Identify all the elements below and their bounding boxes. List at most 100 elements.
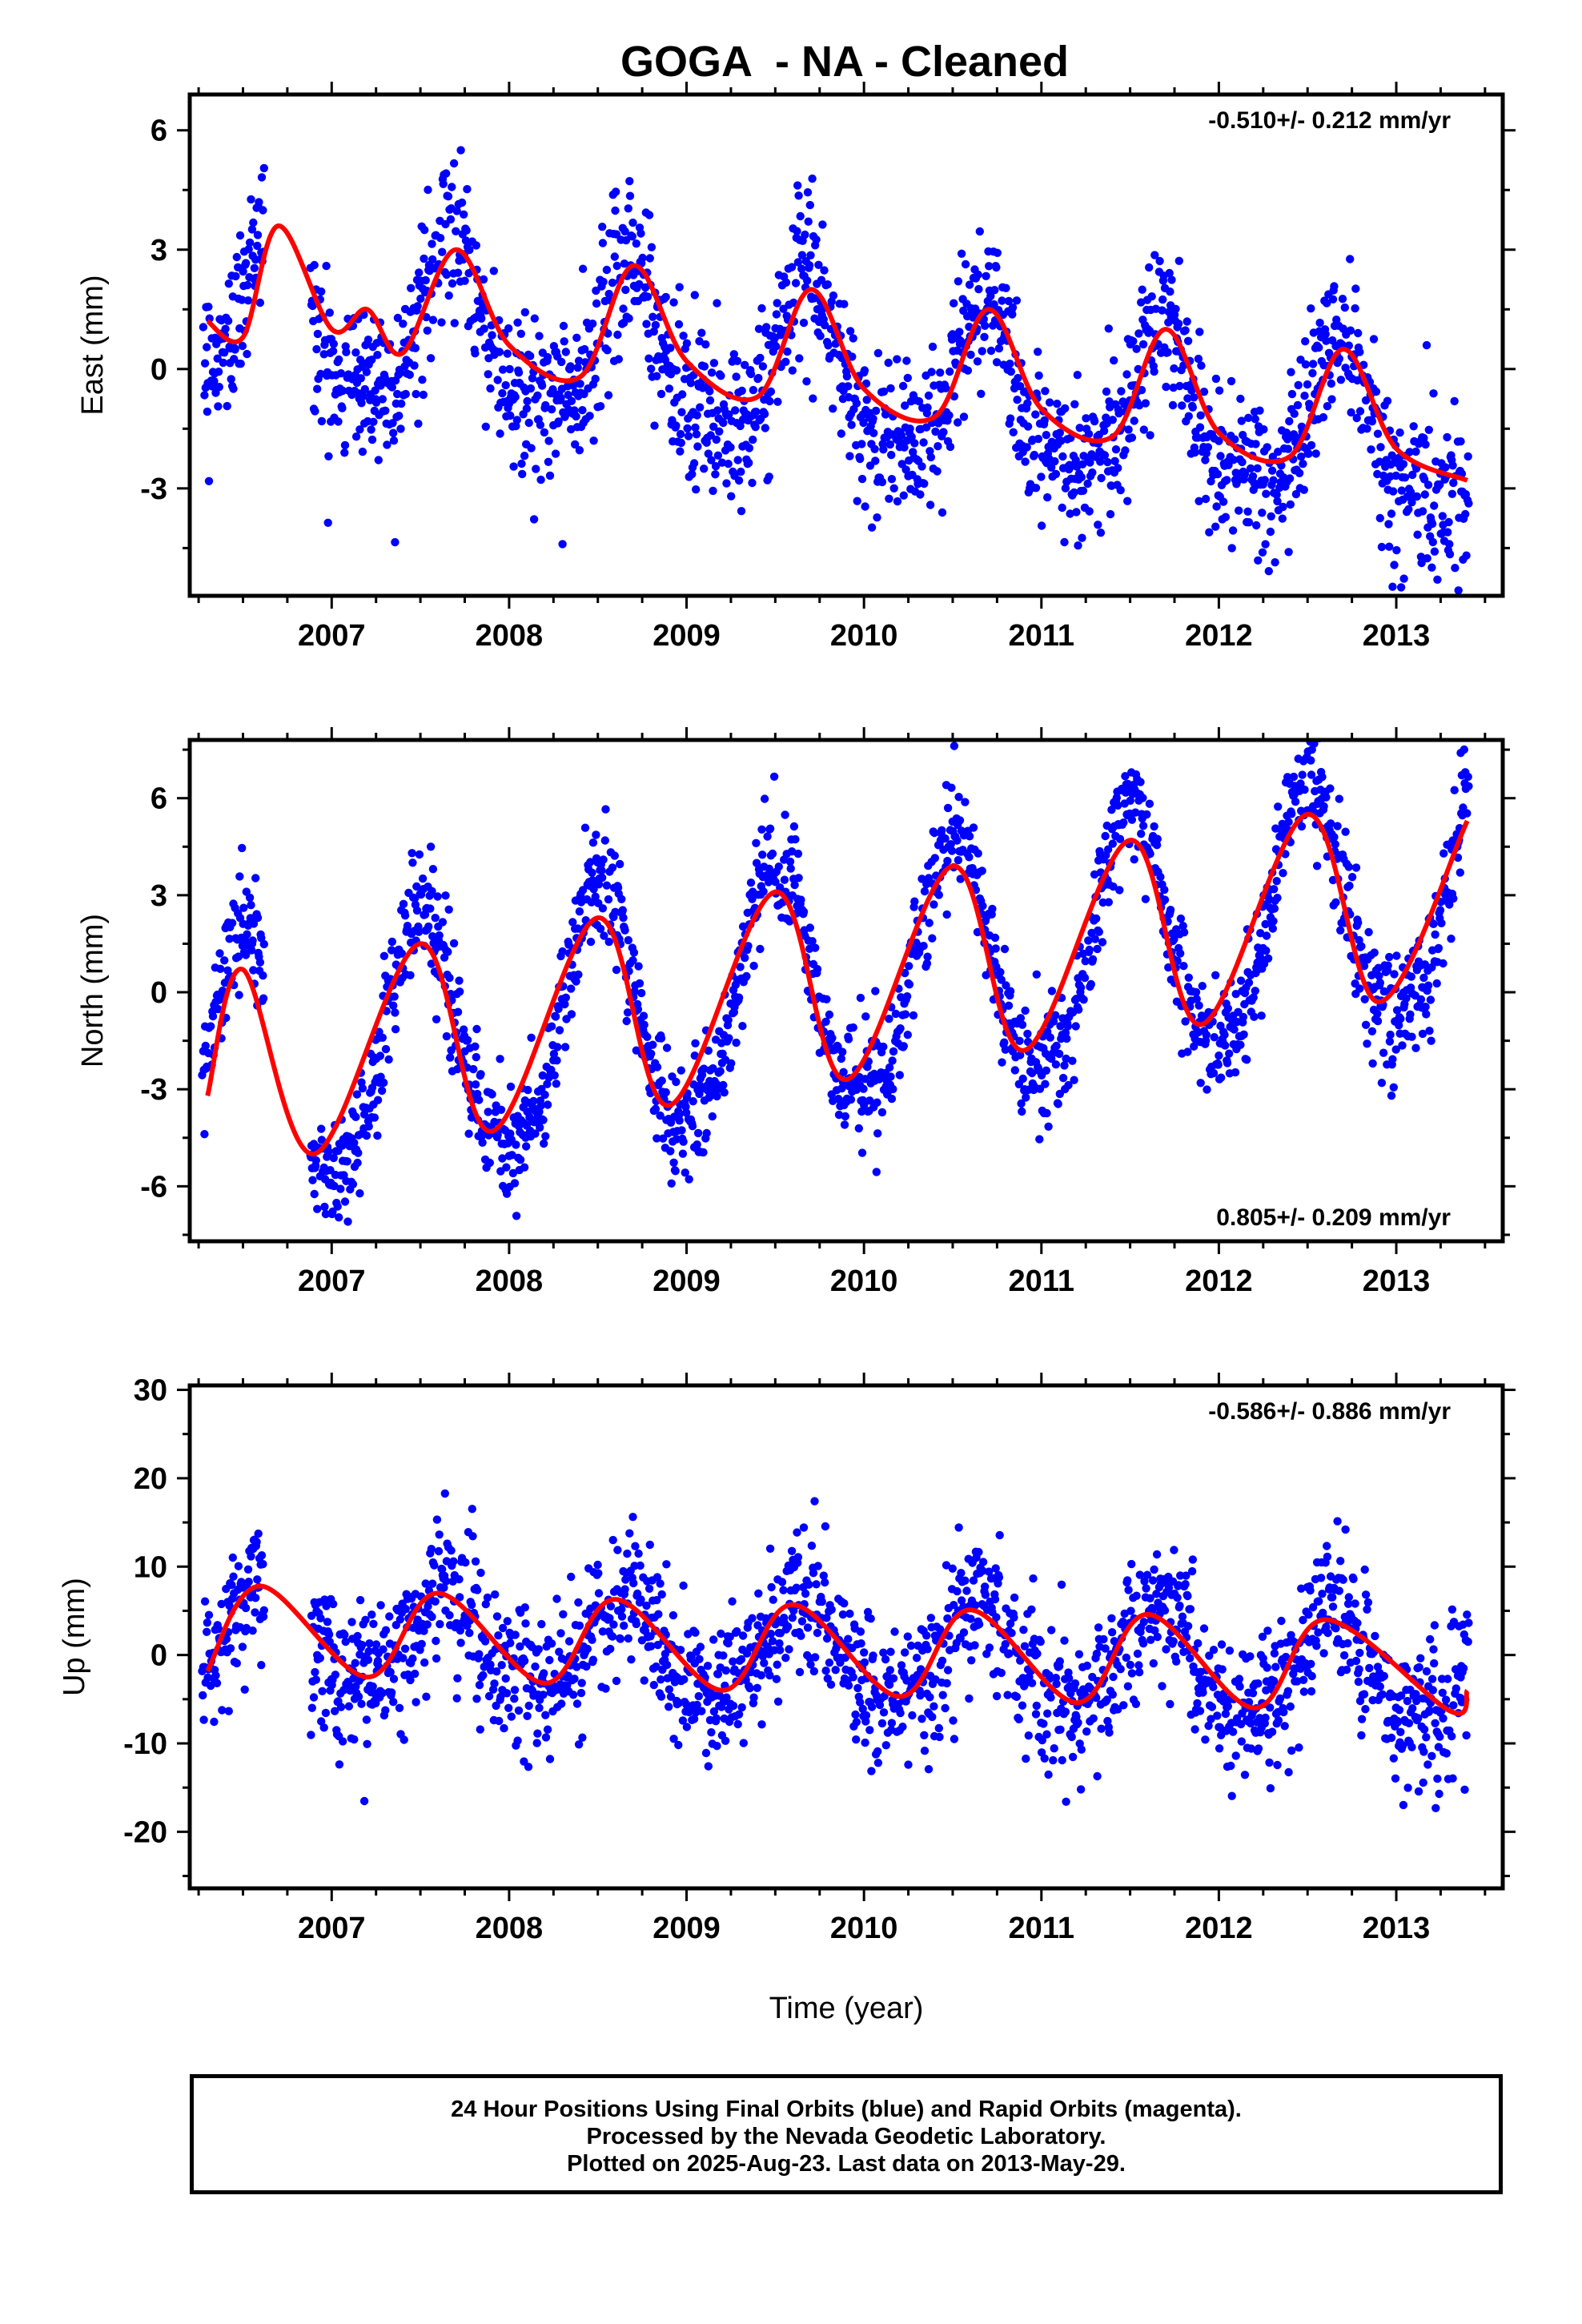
data-point <box>805 200 814 210</box>
data-point <box>1399 574 1408 583</box>
data-point <box>506 411 515 420</box>
data-point <box>1464 772 1472 782</box>
data-point <box>1406 1010 1415 1019</box>
data-point <box>625 191 635 200</box>
data-point <box>389 428 398 437</box>
data-point <box>717 458 727 467</box>
data-point <box>1153 834 1162 843</box>
data-point <box>335 355 343 364</box>
data-point <box>331 1671 340 1679</box>
data-point <box>1307 440 1316 450</box>
data-point <box>1231 1068 1240 1077</box>
data-point <box>1274 802 1283 811</box>
data-point <box>329 1153 338 1163</box>
data-point <box>980 332 989 341</box>
data-point <box>199 1715 208 1724</box>
data-point <box>555 1647 564 1656</box>
data-point <box>319 1723 328 1732</box>
data-point <box>554 417 563 426</box>
data-point <box>446 215 456 224</box>
data-point <box>950 742 959 750</box>
data-point <box>373 1096 383 1104</box>
data-point <box>695 1655 704 1663</box>
data-point <box>636 1595 645 1604</box>
data-point <box>435 1530 444 1539</box>
data-point <box>669 298 678 307</box>
data-point <box>215 383 223 392</box>
data-point <box>208 1011 218 1021</box>
data-point <box>552 1594 561 1603</box>
data-point <box>1225 1049 1234 1058</box>
data-point <box>1435 480 1444 489</box>
data-point <box>617 895 626 904</box>
data-point <box>1412 492 1422 501</box>
data-point <box>453 1007 463 1016</box>
data-point <box>859 418 868 428</box>
data-point <box>857 1107 866 1116</box>
data-point <box>805 1580 813 1589</box>
data-point <box>847 420 856 429</box>
data-point <box>931 427 940 436</box>
data-point <box>215 949 224 958</box>
x-tick-label: 2009 <box>652 1265 721 1298</box>
data-point <box>975 227 985 236</box>
data-point <box>227 375 235 384</box>
data-point <box>353 1158 362 1168</box>
data-point <box>765 1671 774 1680</box>
data-point <box>355 1650 364 1659</box>
data-point <box>1231 990 1240 999</box>
data-point <box>693 1128 703 1138</box>
data-point <box>946 442 955 452</box>
data-point <box>748 478 757 488</box>
data-point <box>1145 263 1154 272</box>
data-point <box>761 424 769 432</box>
data-point <box>229 1572 238 1581</box>
data-point <box>669 1610 678 1620</box>
data-point <box>732 372 741 381</box>
data-point <box>420 226 429 235</box>
data-point <box>1196 1079 1205 1088</box>
data-point <box>253 913 263 923</box>
data-point <box>1183 394 1192 403</box>
data-point <box>384 1055 393 1064</box>
data-point <box>1464 499 1473 508</box>
data-point <box>916 490 925 499</box>
data-point <box>974 284 983 294</box>
data-point <box>837 1084 846 1093</box>
data-point <box>539 1691 548 1699</box>
data-point <box>998 1058 1006 1067</box>
data-point <box>1008 310 1017 319</box>
data-point <box>933 467 942 476</box>
data-point <box>831 1666 840 1675</box>
data-point <box>574 1598 583 1607</box>
data-point <box>676 447 685 456</box>
data-point <box>360 384 369 394</box>
data-point <box>998 296 1006 305</box>
x-tick-label: 2007 <box>298 1265 366 1298</box>
data-point <box>643 1032 652 1042</box>
data-point <box>825 1659 834 1667</box>
data-point <box>583 1644 592 1654</box>
data-point <box>934 442 942 451</box>
data-point <box>329 340 338 348</box>
x-tick-label: 2013 <box>1363 619 1431 653</box>
data-point <box>1215 436 1223 445</box>
data-point <box>472 1052 480 1062</box>
data-point <box>1097 473 1106 483</box>
data-point <box>1037 472 1046 481</box>
data-point <box>752 838 761 848</box>
data-point <box>379 1645 387 1654</box>
data-point <box>259 939 268 949</box>
data-point <box>1110 456 1119 465</box>
data-point <box>544 436 553 445</box>
data-point <box>351 432 361 441</box>
data-point <box>889 1047 898 1056</box>
data-point <box>867 523 877 532</box>
data-point <box>1211 522 1220 531</box>
data-point <box>1431 930 1439 939</box>
data-point <box>903 373 913 383</box>
data-point <box>311 407 319 416</box>
data-point <box>1010 1066 1020 1075</box>
data-point <box>807 1542 817 1550</box>
data-point <box>1308 360 1318 368</box>
